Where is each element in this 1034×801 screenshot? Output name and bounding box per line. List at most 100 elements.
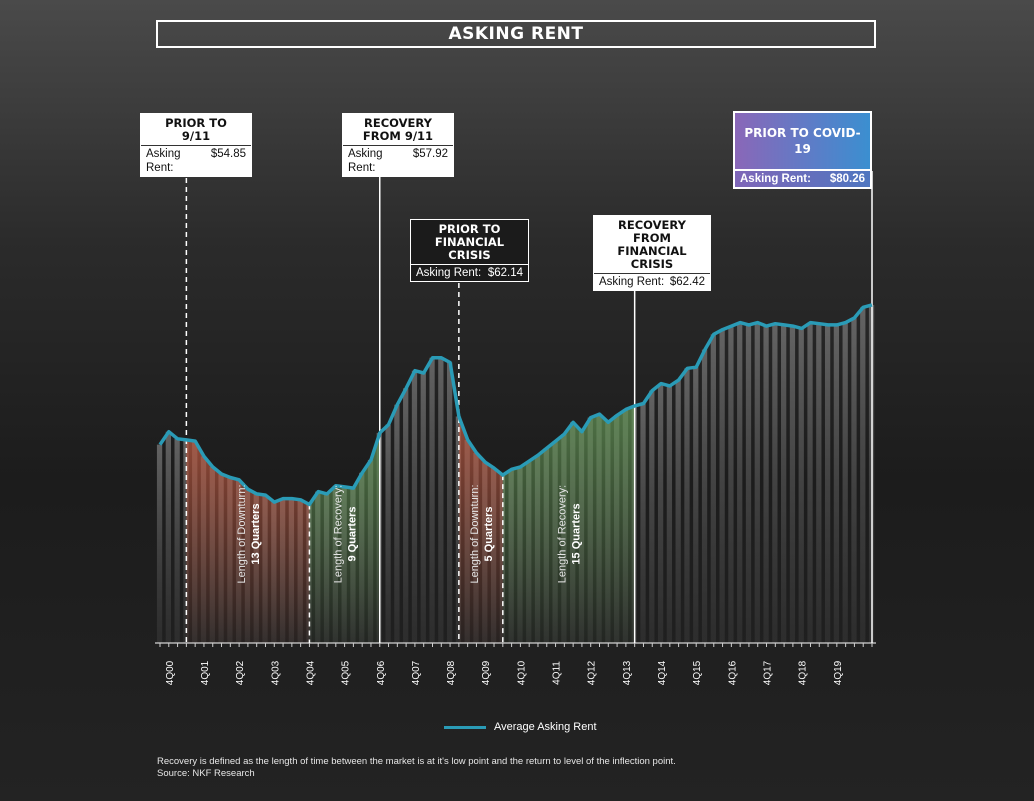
event-lines (185, 160, 873, 643)
quarter-bar (403, 388, 409, 643)
x-tick-label: 4Q19 (833, 660, 844, 685)
downturn-period-label: Length of Downturn: 5 Quarters (469, 484, 495, 583)
footnote-source: Source: NKF Research (157, 768, 255, 779)
x-axis-ticks: 4Q00 4Q01 4Q02 4Q03 4Q04 4Q05 4Q06 4Q07 4Q08 4Q09… (159, 643, 873, 685)
period-label-line1: Length of Recovery: (333, 485, 345, 583)
footnote-definition: Recovery is defined as the length of tim… (157, 756, 676, 767)
quarter-bar (156, 444, 163, 643)
quarter-bar (798, 328, 804, 643)
period-labels: Length of Downturn: 13 Quarters Length of … (236, 484, 583, 583)
quarter-bar (165, 431, 171, 643)
quarter-bar (710, 334, 716, 643)
quarter-bar (754, 322, 760, 643)
x-tick-label: 4Q06 (376, 660, 387, 685)
callout-title-line1: PRIOR TO (438, 222, 501, 236)
x-tick-label: 4Q03 (270, 660, 281, 685)
legend-label: Average Asking Rent (494, 721, 597, 733)
recovery-period-area (309, 432, 380, 643)
callout-value: $80.26 (829, 173, 865, 185)
quarter-bar (745, 324, 752, 643)
x-tick-label: 4Q01 (200, 660, 211, 685)
callout-value: $62.14 (487, 267, 523, 279)
recovery-period-area (502, 405, 635, 643)
callout-label: Asking Rent: (416, 267, 482, 279)
period-label-line2: 5 Quarters (483, 506, 495, 561)
quarter-bar (816, 323, 822, 643)
quarter-bar (701, 349, 708, 643)
x-tick-label: 4Q08 (446, 660, 457, 685)
x-tick-label: 4Q17 (763, 660, 774, 685)
callout-recovery-from-financial-crisis: RECOVERY FROM FINANCIAL CRISIS Asking Re… (593, 215, 711, 291)
period-label-line2: 9 Quarters (347, 506, 359, 561)
quarter-bar (420, 373, 426, 643)
callout-title-line2: FINANCIAL CRISIS (434, 235, 505, 262)
quarter-bar (728, 326, 734, 643)
quarter-bar (860, 307, 866, 643)
quarter-bar (833, 324, 840, 643)
downturn-period-label: Length of Downturn: 13 Quarters (236, 484, 262, 583)
quarter-bar (842, 322, 848, 643)
callout-prior-to-911: PRIOR TO 9/11 Asking Rent: $54.85 (140, 113, 252, 177)
callout-recovery-from-911: RECOVERY FROM 9/11 Asking Rent: $57.92 (342, 113, 454, 177)
quarter-bar (737, 322, 743, 643)
quarter-bar (824, 324, 831, 643)
chart-title: ASKING RENT (156, 20, 876, 48)
quarter-bar (429, 357, 435, 643)
footnote: Recovery is defined as the length of tim… (157, 756, 676, 780)
callout-title-line2: 9/11 (181, 129, 211, 143)
x-tick-label: 4Q05 (341, 660, 352, 685)
x-tick-label: 4Q09 (481, 660, 492, 685)
callout-label: Asking Rent: (740, 173, 811, 185)
downturn-period-area (458, 416, 503, 643)
x-tick-label: 4Q18 (798, 660, 809, 685)
period-label-line1: Length of Downturn: (236, 484, 248, 583)
quarter-bar (394, 404, 400, 643)
x-tick-label: 4Q14 (657, 660, 668, 685)
quarter-bar (385, 424, 391, 643)
quarter-bar (411, 370, 418, 643)
quarter-bar (719, 329, 725, 643)
quarter-bar (851, 317, 857, 643)
callout-title-line1: RECOVERY FROM (618, 218, 686, 245)
quarter-bar (446, 362, 453, 643)
quarter-bar (657, 383, 664, 643)
callout-title-line2: FINANCIAL CRISIS (617, 244, 687, 271)
callout-value: $62.42 (669, 276, 705, 288)
period-shading (186, 405, 635, 643)
quarter-bar (640, 403, 646, 643)
quarter-bar (684, 368, 690, 643)
period-label-line2: 13 Quarters (250, 503, 262, 564)
quarter-bar (666, 385, 673, 643)
quarter-bar (693, 367, 699, 643)
callout-value: $57.92 (412, 148, 448, 160)
callout-title-line1: PRIOR TO (165, 116, 227, 130)
quarter-bar (763, 326, 769, 643)
quarter-bar (772, 323, 778, 643)
callout-label: Asking Rent: (599, 276, 665, 288)
period-label-line2: 15 Quarters (571, 503, 583, 564)
x-tick-label: 4Q04 (305, 660, 316, 685)
x-tick-label: 4Q13 (622, 660, 633, 685)
callout-title-line1: RECOVERY (364, 116, 432, 130)
callout-value: $54.85 (210, 148, 246, 160)
x-tick-label: 4Q11 (552, 661, 563, 685)
x-tick-label: 4Q00 (165, 660, 176, 685)
callout-label: Asking Rent: (146, 148, 181, 174)
period-label-line1: Length of Downturn: (469, 484, 481, 583)
legend-swatch (444, 725, 486, 729)
x-tick-label: 4Q02 (235, 660, 246, 685)
legend: Average Asking Rent (444, 719, 597, 735)
recovery-period-label: Length of Recovery: 15 Quarters (557, 485, 583, 583)
recovery-period-label: Length of Recovery: 9 Quarters (333, 485, 359, 583)
callout-title: PRIOR TO COVID-19 (735, 113, 870, 169)
x-tick-label: 4Q16 (727, 660, 738, 685)
x-tick-label: 4Q12 (587, 660, 598, 685)
series-line-average-asking-rent (158, 303, 873, 507)
callout-label: Asking Rent: (348, 148, 383, 174)
quarter-bar (781, 324, 787, 643)
x-tick-label: 4Q07 (411, 660, 422, 685)
downturn-period-area (186, 439, 310, 643)
quarter-bar (789, 326, 796, 643)
x-tick-label: 4Q10 (516, 660, 527, 685)
